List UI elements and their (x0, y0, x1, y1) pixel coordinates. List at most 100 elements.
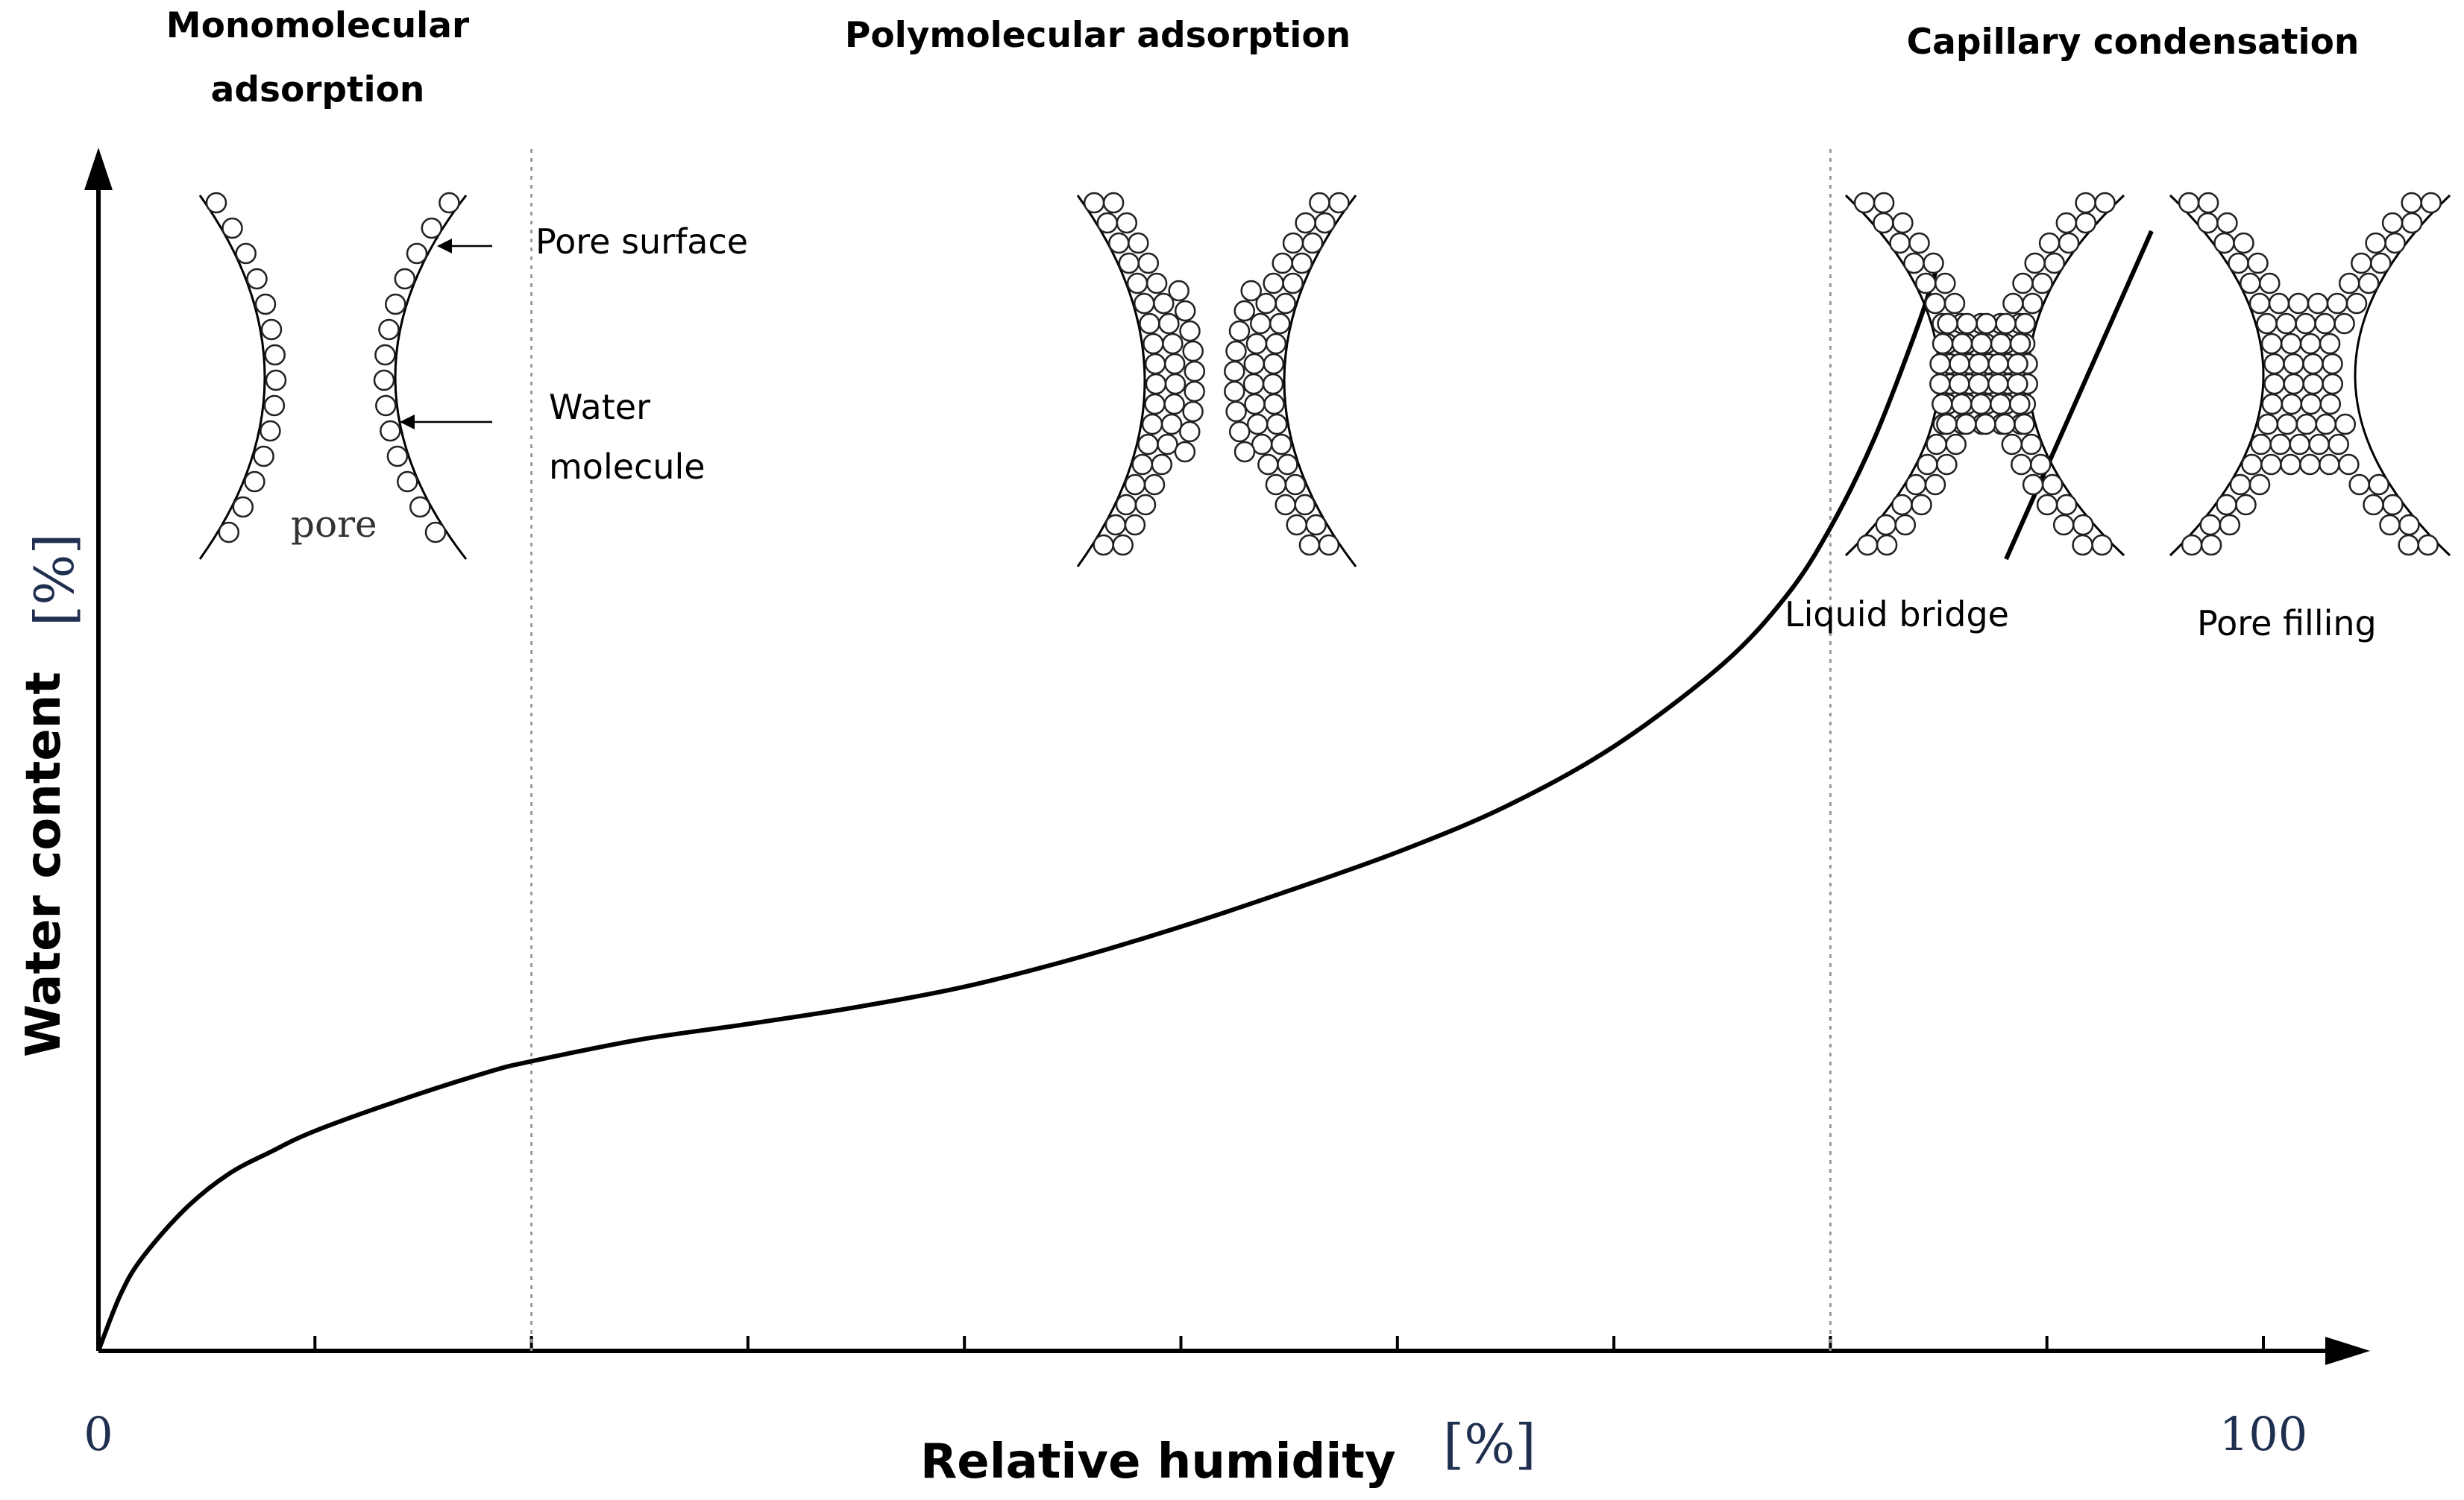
water-molecule (2197, 192, 2219, 214)
water-molecule (1244, 393, 1266, 415)
region-title-capillary: Capillary condensation (1907, 22, 2360, 63)
water-molecule (1131, 453, 1154, 476)
water-molecule (1990, 333, 2012, 355)
water-molecule (2240, 272, 2261, 294)
water-molecule (1932, 393, 1953, 415)
water-molecule (1246, 413, 1269, 435)
water-molecule (253, 445, 274, 467)
water-molecule (265, 369, 287, 391)
water-molecule (1943, 292, 1966, 315)
water-molecule (1157, 433, 1178, 456)
region-title-monomolecular-line1: Monomolecular (166, 5, 470, 46)
water-molecule (2030, 453, 2052, 476)
water-molecule (2319, 393, 2342, 415)
water-molecule (1949, 373, 1970, 395)
annotation-pore-surface: Pore surface (535, 221, 748, 262)
water-molecule (1243, 353, 1266, 375)
water-molecule (1272, 252, 1293, 274)
water-molecule (2381, 212, 2404, 234)
water-molecule (1951, 333, 1973, 355)
water-molecule (1139, 312, 1160, 335)
water-molecule (1894, 514, 1917, 536)
water-molecule (1137, 433, 1159, 456)
water-molecule (1151, 453, 1173, 476)
annotation-pore-filling: Pore filling (2197, 603, 2377, 643)
water-molecule (2314, 312, 2336, 335)
water-molecule (2022, 473, 2044, 496)
water-molecule (1291, 252, 1313, 274)
water-molecule (2384, 232, 2406, 254)
water-molecule (2052, 514, 2075, 536)
water-molecule (1093, 534, 1114, 556)
annotation-liquid-bridge: Liquid bridge (1785, 594, 2009, 634)
water-molecule (1945, 433, 1967, 456)
water-molecule (2368, 473, 2389, 496)
water-molecule (1249, 312, 1272, 335)
water-molecule (2401, 212, 2423, 234)
water-molecule (380, 420, 401, 442)
water-molecule (386, 445, 409, 467)
water-molecule (2256, 312, 2278, 335)
liquid-bridge-pointer-line (2004, 230, 2154, 561)
water-molecule (421, 217, 443, 239)
water-molecule (2315, 413, 2337, 435)
water-molecule (1104, 514, 1127, 536)
water-molecule (2275, 312, 2297, 335)
water-molecule (1182, 340, 1204, 362)
water-molecule (260, 318, 283, 341)
water-molecule (1184, 360, 1206, 382)
water-molecule (1298, 534, 1321, 556)
water-molecule (1951, 393, 1973, 415)
water-molecule (1936, 413, 1958, 435)
water-molecule (1168, 280, 1189, 302)
water-molecule (263, 394, 286, 417)
water-molecule (1892, 212, 1914, 234)
water-molecule (1263, 393, 1285, 415)
water-molecule (2382, 494, 2404, 516)
x-tick-label-0: 0 (84, 1407, 113, 1461)
water-molecule (2333, 312, 2355, 335)
water-molecule (2200, 534, 2222, 556)
water-molecule (2302, 373, 2324, 395)
water-molecule (2379, 514, 2401, 536)
y-axis-label: Water content (16, 672, 72, 1057)
pore-wall (198, 195, 266, 560)
water-molecule (1118, 252, 1140, 274)
water-molecule (2280, 333, 2302, 355)
water-molecule (2091, 534, 2113, 556)
water-molecule (1929, 353, 1951, 375)
water-molecule (1108, 232, 1130, 254)
water-molecule (1162, 333, 1184, 355)
water-molecule (1270, 433, 1292, 456)
water-molecule (1144, 393, 1166, 415)
water-molecule (1263, 353, 1285, 375)
water-molecule (1932, 333, 1954, 355)
pore-wall (394, 195, 468, 560)
water-molecule (409, 496, 431, 518)
water-molecule (2259, 272, 2281, 294)
water-molecule (2014, 312, 2036, 335)
water-molecule (2178, 192, 2200, 214)
water-molecule (1116, 212, 1138, 234)
water-molecule (1282, 272, 1304, 294)
water-molecule (1163, 353, 1186, 375)
water-molecule (1137, 252, 1160, 274)
water-molecule (1083, 192, 1105, 214)
water-molecule (1891, 494, 1913, 516)
water-molecule (1224, 380, 1245, 403)
water-molecule (1995, 312, 2017, 335)
water-molecule (1245, 333, 1268, 355)
water-molecule (2038, 232, 2061, 254)
water-molecule (1174, 441, 1196, 463)
water-molecule (1182, 400, 1204, 423)
water-molecule (2075, 192, 2096, 214)
water-molecule (1184, 380, 1205, 403)
water-molecule (2302, 353, 2324, 375)
water-molecule (2295, 413, 2318, 435)
water-molecule (2300, 393, 2322, 415)
x-axis-unit: [%] (1443, 1413, 1536, 1475)
water-molecule (1143, 333, 1164, 355)
water-molecule (2072, 534, 2093, 556)
water-molecule (1282, 232, 1304, 254)
water-molecule (2370, 252, 2392, 274)
